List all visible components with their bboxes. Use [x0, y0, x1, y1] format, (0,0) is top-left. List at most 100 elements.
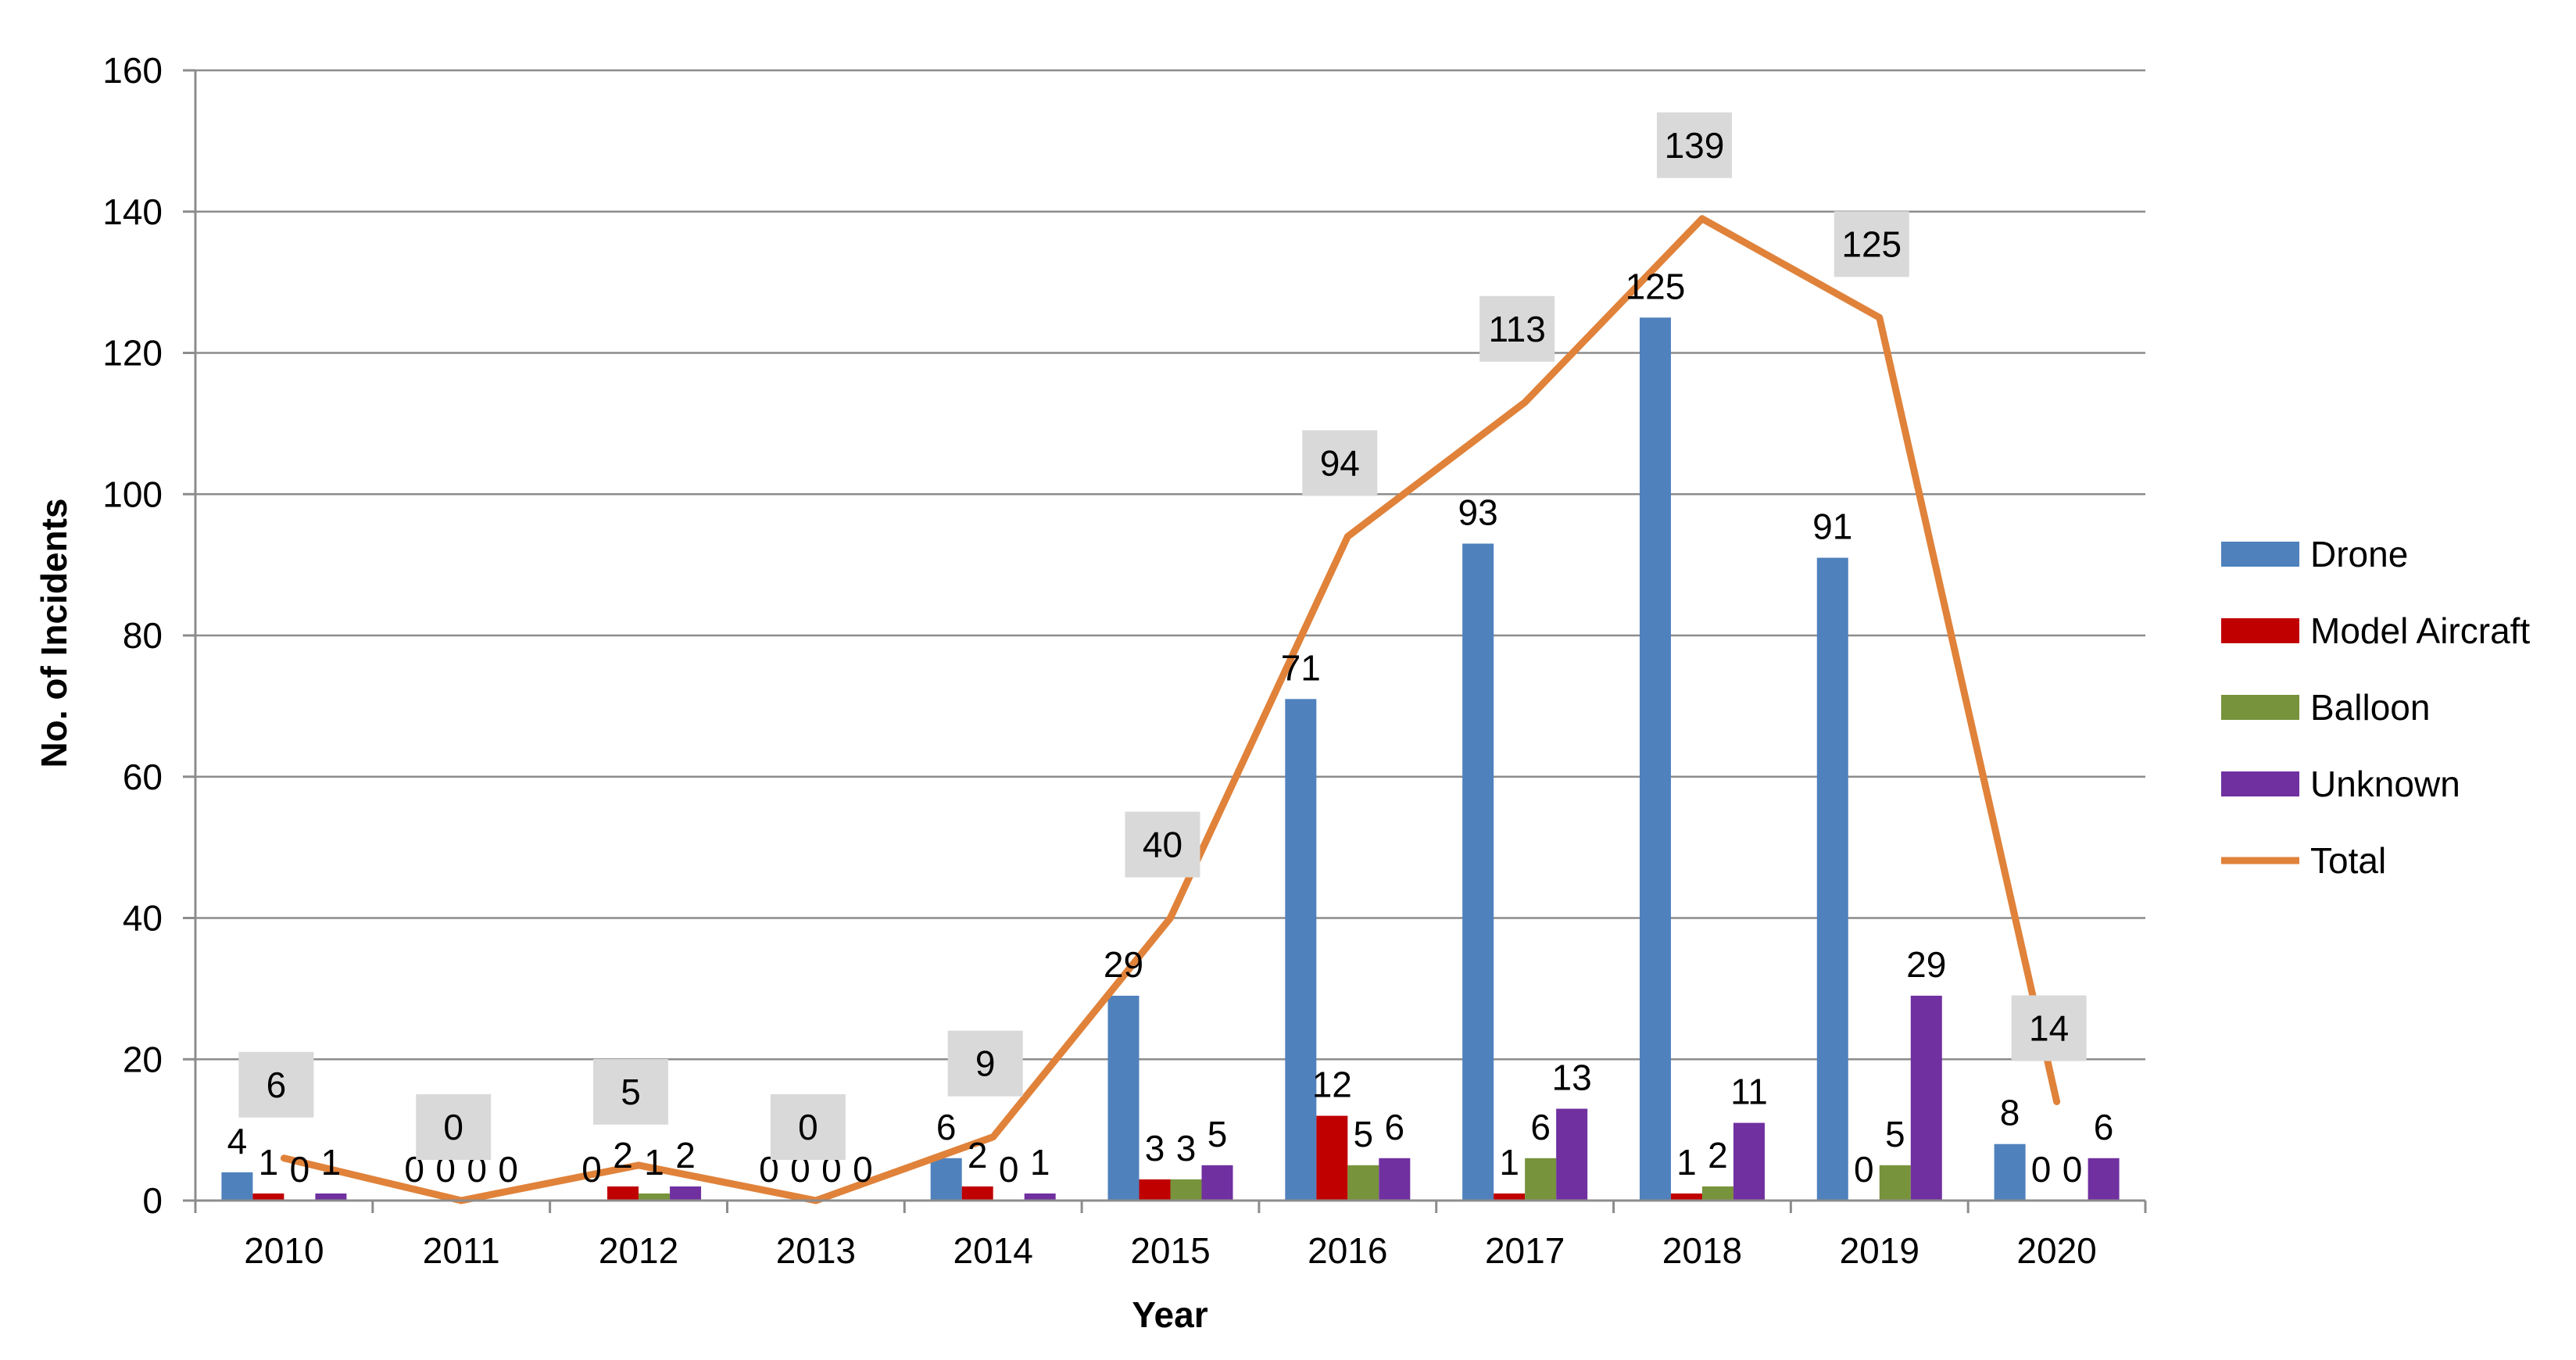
- total-label-2011: 0: [416, 1094, 492, 1160]
- data-label-model-aircraft-2014: 2: [968, 1135, 988, 1176]
- total-label-2018: 139: [1656, 112, 1732, 178]
- bar-balloon-2018: [1701, 1186, 1733, 1201]
- x-tick-label-2020: 2020: [2016, 1230, 2096, 1271]
- total-label-text: 9: [975, 1043, 996, 1084]
- total-label-box: [1656, 112, 1732, 178]
- legend-swatch-unknown: [2221, 771, 2299, 796]
- bar-drone-2019: [1816, 557, 1848, 1201]
- data-label-unknown-2020: 6: [2094, 1107, 2114, 1147]
- bar-balloon-2012: [639, 1193, 671, 1201]
- data-label-drone-2018: 125: [1626, 266, 1686, 306]
- x-tick-label-2010: 2010: [244, 1230, 324, 1271]
- total-label-text: 113: [1488, 309, 1545, 349]
- gridlines: [195, 69, 2145, 1061]
- bar-drone-2016: [1285, 699, 1317, 1201]
- bar-unknown-2015: [1201, 1165, 1233, 1201]
- total-line-layer: [280, 215, 2061, 1204]
- bar-balloon-2019: [1879, 1165, 1911, 1201]
- data-label-model-aircraft-2012: 2: [613, 1135, 633, 1176]
- bar-model-aircraft-2012: [607, 1186, 639, 1201]
- x-tick-label-2016: 2016: [1308, 1230, 1387, 1271]
- data-label-balloon-2016: 5: [1354, 1114, 1374, 1154]
- y-tick-label: 0: [142, 1180, 163, 1221]
- x-tick-label-2019: 2019: [1840, 1230, 1919, 1271]
- data-label-unknown-2012: 2: [675, 1135, 696, 1176]
- bar-drone-2010: [221, 1172, 253, 1201]
- bar-unknown-2016: [1379, 1158, 1411, 1201]
- bar-drone-2017: [1462, 543, 1494, 1201]
- bar-drone-2018: [1639, 317, 1671, 1201]
- x-tick-label-2011: 2011: [423, 1230, 500, 1271]
- bar-drone-2014: [930, 1158, 962, 1201]
- data-label-balloon-2010: 0: [290, 1149, 310, 1190]
- legend-item-drone: Drone: [2221, 534, 2408, 574]
- bar-unknown-2012: [670, 1186, 702, 1201]
- total-label-text: 40: [1143, 825, 1182, 865]
- legend-swatch-drone: [2221, 542, 2299, 567]
- bar-model-aircraft-2018: [1670, 1193, 1702, 1201]
- legend-label-model-aircraft: Model Aircraft: [2310, 610, 2530, 651]
- bars: [221, 317, 2120, 1201]
- total-label-box: [1302, 430, 1378, 496]
- total-label-text: 0: [443, 1107, 463, 1147]
- bar-balloon-2015: [1170, 1179, 1202, 1201]
- data-label-drone-2020: 8: [2000, 1093, 2020, 1133]
- y-tick-label: 100: [102, 474, 163, 514]
- data-label-unknown-2017: 13: [1552, 1058, 1592, 1098]
- bar-unknown-2020: [2088, 1158, 2120, 1201]
- legend-item-balloon: Balloon: [2221, 687, 2430, 728]
- x-axis-title: Year: [1132, 1294, 1208, 1335]
- legend-item-total: Total: [2221, 840, 2386, 881]
- bar-unknown-2017: [1556, 1108, 1588, 1201]
- data-label-balloon-2019: 5: [1885, 1114, 1905, 1154]
- data-label-model-aircraft-2015: 3: [1145, 1128, 1165, 1169]
- data-label-model-aircraft-2020: 0: [2031, 1149, 2052, 1190]
- data-label-drone-2015: 29: [1104, 944, 1143, 985]
- data-label-drone-2017: 93: [1458, 492, 1498, 533]
- y-tick-label: 140: [102, 191, 163, 232]
- legend-item-unknown: Unknown: [2221, 764, 2460, 804]
- x-tick-label-2017: 2017: [1485, 1230, 1565, 1271]
- legend: Drone Model Aircraft Balloon Unknown Total: [2221, 534, 2530, 881]
- total-label-text: 14: [2029, 1007, 2069, 1048]
- total-label-box: [770, 1094, 846, 1160]
- bar-drone-2020: [1994, 1143, 2026, 1201]
- total-label-2012: 5: [593, 1058, 669, 1125]
- legend-label-balloon: Balloon: [2310, 687, 2430, 728]
- data-label-drone-2016: 71: [1281, 647, 1321, 688]
- legend-label-total: Total: [2310, 840, 2386, 881]
- total-label-box: [1479, 295, 1555, 362]
- legend-swatch-model-aircraft: [2221, 618, 2299, 643]
- total-label-2010: 6: [238, 1051, 314, 1118]
- bar-unknown-2014: [1024, 1193, 1056, 1201]
- total-label-text: 5: [621, 1072, 641, 1112]
- total-label-2015: 40: [1125, 811, 1200, 878]
- data-label-unknown-2019: 29: [1906, 944, 1946, 985]
- total-label-box: [238, 1051, 314, 1118]
- data-label-balloon-2012: 1: [644, 1142, 664, 1183]
- legend-item-model-aircraft: Model Aircraft: [2221, 610, 2530, 651]
- data-label-balloon-2017: 6: [1530, 1107, 1551, 1147]
- y-tick-label: 40: [123, 898, 163, 939]
- bar-model-aircraft-2014: [961, 1186, 993, 1201]
- data-label-balloon-2014: 0: [999, 1149, 1019, 1190]
- total-label-box: [416, 1094, 492, 1160]
- data-label-drone-2019: 91: [1812, 506, 1852, 547]
- data-label-model-aircraft-2016: 12: [1312, 1065, 1352, 1105]
- total-label-text: 0: [798, 1107, 818, 1147]
- data-label-drone-2012: 0: [581, 1149, 602, 1190]
- total-label-box: [1125, 811, 1200, 878]
- total-label-2013: 0: [770, 1094, 846, 1160]
- total-label-2019: 125: [1834, 211, 1909, 277]
- data-label-model-aircraft-2010: 1: [259, 1142, 279, 1183]
- data-label-model-aircraft-2019: 0: [1854, 1149, 1874, 1190]
- data-label-model-aircraft-2018: 1: [1676, 1142, 1697, 1183]
- data-label-drone-2014: 6: [936, 1107, 957, 1147]
- total-label-box: [2011, 995, 2087, 1061]
- total-label-2014: 9: [947, 1030, 1023, 1097]
- x-tick-label-2018: 2018: [1662, 1230, 1742, 1271]
- bar-model-aircraft-2010: [252, 1193, 284, 1201]
- data-label-balloon-2015: 3: [1176, 1128, 1197, 1169]
- total-label-text: 94: [1320, 442, 1360, 483]
